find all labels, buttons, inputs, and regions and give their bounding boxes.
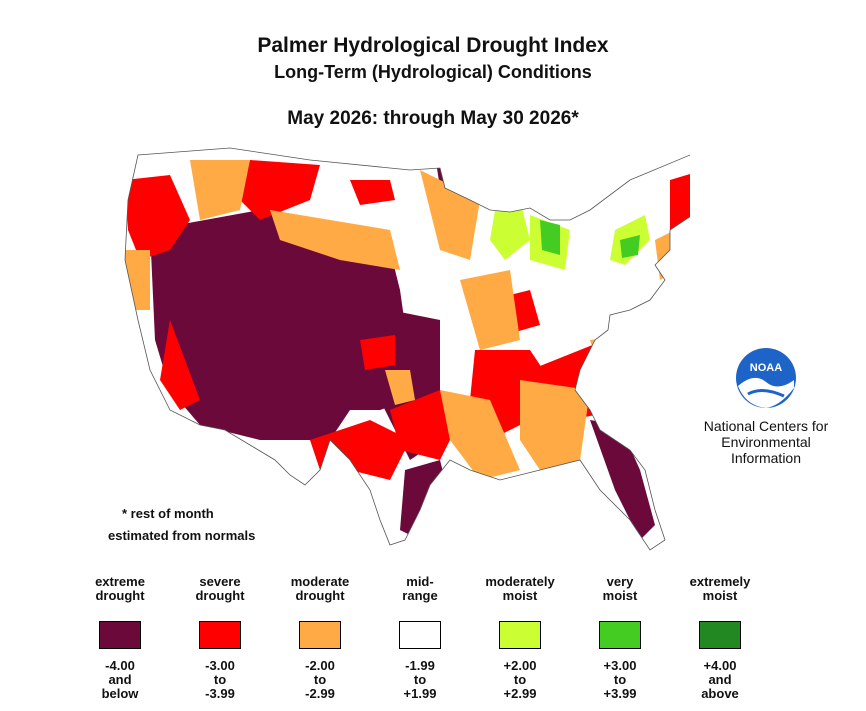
map-title: Palmer Hydrological Drought Index: [257, 34, 609, 57]
noaa-logo-text: NOAA: [750, 362, 782, 374]
us-drought-map: [124, 147, 690, 551]
legend-range: -3.00 to -3.99: [205, 658, 235, 701]
legend-range: -4.00 and below: [101, 658, 139, 701]
legend-item-mid-range: mid- range -1.99 to +1.99: [375, 575, 465, 701]
org-line3: Information: [730, 450, 802, 466]
legend-item-severe-drought: severe drought -3.00 to -3.99: [175, 575, 265, 701]
legend-label: mid- range: [402, 574, 438, 603]
legend-item-extremely-moist: extremely moist +4.00 and above: [675, 575, 765, 701]
map-subtitle: Long-Term (Hydrological) Conditions: [274, 62, 592, 82]
legend-label: extreme drought: [95, 574, 145, 603]
legend-item-moderate-drought: moderate drought -2.00 to -2.99: [275, 575, 365, 701]
footnote-line2: estimated from normals: [108, 528, 256, 543]
legend-label: severe drought: [195, 574, 245, 603]
us-outline: [124, 147, 690, 551]
legend-swatch: [699, 621, 741, 649]
footnote-line1: * rest of month: [122, 506, 214, 521]
legend-swatch: [199, 621, 241, 649]
legend-range: -2.00 to -2.99: [305, 658, 335, 701]
legend-range: -1.99 to +1.99: [403, 658, 437, 701]
legend-swatch: [499, 621, 541, 649]
org-line2: Environmental: [721, 434, 811, 450]
legend-item-moderately-moist: moderately moist +2.00 to +2.99: [475, 575, 565, 701]
legend-swatch: [399, 621, 441, 649]
legend-range: +3.00 to +3.99: [603, 658, 637, 701]
legend-label: extremely moist: [689, 574, 751, 603]
legend-label: moderately moist: [485, 574, 555, 603]
legend-range: +4.00 and above: [701, 658, 739, 701]
legend-label: very moist: [602, 574, 638, 603]
map-period: May 2026: through May 30 2026*: [287, 108, 579, 129]
noaa-credit: NOAA National Centers for Environmental …: [696, 346, 836, 466]
legend-swatch: [299, 621, 341, 649]
org-line1: National Centers for: [703, 418, 829, 434]
legend-range: +2.00 to +2.99: [503, 658, 537, 701]
legend-item-extreme-drought: extreme drought -4.00 and below: [75, 575, 165, 701]
noaa-logo-icon: NOAA: [736, 348, 796, 408]
legend-swatch: [599, 621, 641, 649]
legend-item-very-moist: very moist +3.00 to +3.99: [575, 575, 665, 701]
legend-swatch: [99, 621, 141, 649]
legend-label: moderate drought: [290, 574, 350, 603]
